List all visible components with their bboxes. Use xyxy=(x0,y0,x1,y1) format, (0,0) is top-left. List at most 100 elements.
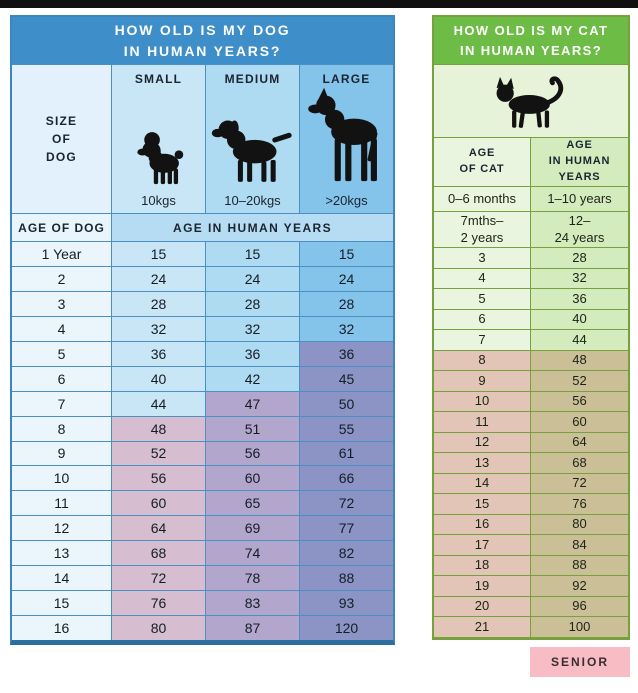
dog-weight-large: >20kgs xyxy=(325,193,368,208)
dog-small-value-cell: 68 xyxy=(112,541,206,566)
dog-large-value-cell: 24 xyxy=(300,266,393,291)
cat-age-cell: 18 xyxy=(434,555,531,576)
dog-size-row: SIZE OF DOG SMALL 10kgs xyxy=(12,64,393,213)
cat-table-row: 0–6 months 1–10 years xyxy=(434,186,628,212)
dog-medium-value-cell: 24 xyxy=(206,266,300,291)
cat-age-cell: 7 xyxy=(434,330,531,350)
cat-age-cell: 14 xyxy=(434,473,531,494)
dog-weight-medium: 10–20kgs xyxy=(224,193,281,208)
cat-table-row: 3 28 xyxy=(434,247,628,268)
dog-medium-value-cell: 56 xyxy=(206,441,300,466)
dog-table-row: 5 36 36 36 xyxy=(12,340,393,366)
dog-age-cell: 5 xyxy=(12,341,112,366)
senior-legend-badge: SENIOR xyxy=(530,647,630,677)
cat-value-cell: 36 xyxy=(531,289,628,309)
dog-medium-value-cell: 47 xyxy=(206,391,300,416)
dog-medium-value-cell: 87 xyxy=(206,616,300,640)
cat-age-cell: 7mths– 2 years xyxy=(434,212,531,248)
cat-age-table: HOW OLD IS MY CAT IN HUMAN YEARS? AGE OF… xyxy=(432,15,630,640)
dog-table-row: 14 72 78 88 xyxy=(12,565,393,591)
cat-value-cell: 68 xyxy=(531,453,628,473)
dog-small-value-cell: 44 xyxy=(112,391,206,416)
dog-age-cell: 9 xyxy=(12,441,112,466)
dog-small-value-cell: 52 xyxy=(112,441,206,466)
dog-weight-small: 10kgs xyxy=(141,193,176,208)
dog-age-cell: 6 xyxy=(12,366,112,391)
cat-table-row: 21 100 xyxy=(434,616,628,637)
cat-age-cell: 6 xyxy=(434,309,531,330)
dog-medium-value-cell: 15 xyxy=(206,242,300,266)
cat-age-cell: 11 xyxy=(434,412,531,432)
dog-large-value-cell: 82 xyxy=(300,541,393,566)
dog-large-value-cell: 50 xyxy=(300,391,393,416)
dog-large-value-cell: 61 xyxy=(300,441,393,466)
dog-age-table: HOW OLD IS MY DOG IN HUMAN YEARS? SIZE O… xyxy=(10,15,395,645)
cat-table-row: 12 64 xyxy=(434,431,628,453)
cat-value-cell: 40 xyxy=(531,309,628,330)
dog-medium-value-cell: 78 xyxy=(206,566,300,591)
cat-value-cell: 92 xyxy=(531,576,628,596)
cat-age-cell: 16 xyxy=(434,514,531,535)
cat-rows-body: 0–6 months 1–10 years 7mths– 2 years 12–… xyxy=(434,186,628,637)
cat-value-cell: 88 xyxy=(531,555,628,576)
dog-medium-value-cell: 36 xyxy=(206,341,300,366)
dog-table-row: 15 76 83 93 xyxy=(12,590,393,616)
cat-age-cell: 4 xyxy=(434,268,531,289)
cat-age-cell: 21 xyxy=(434,617,531,637)
dog-age-cell: 3 xyxy=(12,291,112,316)
dog-small-value-cell: 48 xyxy=(112,416,206,441)
dog-table-row: 1 Year 15 15 15 xyxy=(12,241,393,266)
cat-table-row: 5 36 xyxy=(434,288,628,309)
cat-table-row: 16 80 xyxy=(434,513,628,535)
dog-small-value-cell: 60 xyxy=(112,491,206,516)
dog-table-row: 8 48 51 55 xyxy=(12,415,393,441)
cat-value-cell: 96 xyxy=(531,596,628,617)
dog-age-cell: 11 xyxy=(12,491,112,516)
dog-table-row: 6 40 42 45 xyxy=(12,365,393,391)
cat-table-row: 13 68 xyxy=(434,452,628,473)
cat-table-row: 18 88 xyxy=(434,554,628,576)
dog-values-header: AGE IN HUMAN YEARS xyxy=(112,214,393,241)
cat-value-cell: 52 xyxy=(531,371,628,391)
small-dog-icon xyxy=(133,86,185,190)
dog-table-row: 10 56 60 66 xyxy=(12,465,393,491)
dog-age-column-header: AGE OF DOG xyxy=(12,214,112,241)
dog-table-row: 2 24 24 24 xyxy=(12,265,393,291)
medium-dog-icon xyxy=(211,86,295,190)
cat-age-cell: 8 xyxy=(434,350,531,371)
dog-age-cell: 1 Year xyxy=(12,242,112,266)
cat-age-cell: 9 xyxy=(434,371,531,391)
dog-size-label-small: SMALL xyxy=(134,72,183,86)
dog-age-cell: 10 xyxy=(12,466,112,491)
cat-table-row: 15 76 xyxy=(434,493,628,514)
dog-size-column-large: LARGE >20kgs xyxy=(300,65,393,213)
cat-table-row: 19 92 xyxy=(434,575,628,596)
dog-large-value-cell: 88 xyxy=(300,566,393,591)
dog-small-value-cell: 56 xyxy=(112,466,206,491)
top-bar xyxy=(0,0,638,8)
cat-age-cell: 20 xyxy=(434,596,531,617)
cat-table-title: HOW OLD IS MY CAT IN HUMAN YEARS? xyxy=(434,17,628,64)
dog-small-value-cell: 40 xyxy=(112,366,206,391)
dog-large-value-cell: 77 xyxy=(300,516,393,541)
cat-value-cell: 72 xyxy=(531,473,628,494)
dog-age-cell: 14 xyxy=(12,566,112,591)
dog-small-value-cell: 24 xyxy=(112,266,206,291)
cat-table-row: 14 72 xyxy=(434,472,628,494)
dog-large-value-cell: 55 xyxy=(300,416,393,441)
dog-size-label-medium: MEDIUM xyxy=(224,72,281,86)
cat-header-row: AGE OF CAT AGE IN HUMAN YEARS xyxy=(434,137,628,186)
cat-icon xyxy=(434,64,628,137)
cat-value-cell: 44 xyxy=(531,330,628,350)
cat-value-cell: 76 xyxy=(531,494,628,514)
cat-value-cell: 12– 24 years xyxy=(531,212,628,248)
dog-small-value-cell: 32 xyxy=(112,316,206,341)
large-dog-icon xyxy=(302,86,392,190)
dog-small-value-cell: 15 xyxy=(112,242,206,266)
cat-table-row: 7mths– 2 years 12– 24 years xyxy=(434,211,628,248)
dog-medium-value-cell: 42 xyxy=(206,366,300,391)
dog-medium-value-cell: 69 xyxy=(206,516,300,541)
cat-age-cell: 17 xyxy=(434,535,531,555)
cat-value-cell: 100 xyxy=(531,617,628,637)
dog-large-value-cell: 93 xyxy=(300,591,393,616)
